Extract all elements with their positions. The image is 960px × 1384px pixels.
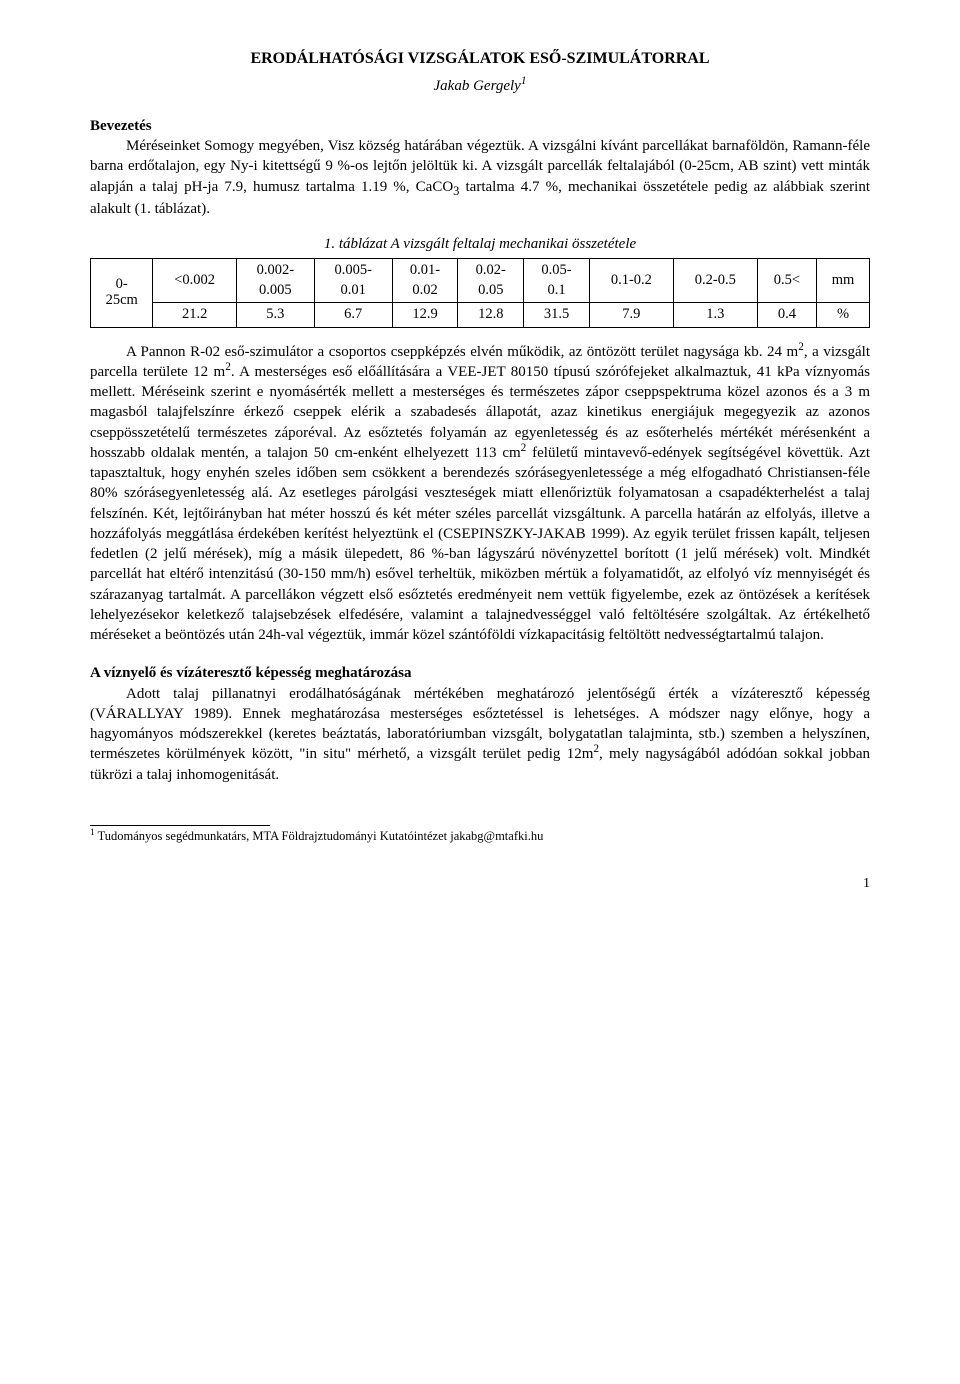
- table-header-cell: <0.002: [153, 258, 237, 302]
- table-row: 21.2 5.3 6.7 12.9 12.8 31.5 7.9 1.3 0.4 …: [91, 303, 870, 328]
- table-cell: 5.3: [236, 303, 314, 328]
- table-cell: 21.2: [153, 303, 237, 328]
- table-header-cell: mm: [817, 258, 870, 302]
- table-caption: 1. táblázat A vizsgált feltalaj mechanik…: [90, 234, 870, 254]
- table-header-cell: 0.002-0.005: [236, 258, 314, 302]
- table-cell: 12.9: [392, 303, 458, 328]
- table-header-cell: 0.5<: [757, 258, 816, 302]
- table-cell: 12.8: [458, 303, 524, 328]
- composition-table: 0-25cm <0.002 0.002-0.005 0.005-0.01 0.0…: [90, 258, 870, 328]
- table-header-row: 0-25cm <0.002 0.002-0.005 0.005-0.01 0.0…: [91, 258, 870, 302]
- footnote-text: 1 Tudományos segédmunkatárs, MTA Földraj…: [90, 828, 870, 845]
- table-header-cell: 0.01-0.02: [392, 258, 458, 302]
- intro-paragraph: Méréseinket Somogy megyében, Visz község…: [90, 136, 870, 220]
- table-cell: 31.5: [524, 303, 590, 328]
- table-header-cell: 0.2-0.5: [673, 258, 757, 302]
- footnote-separator: [90, 825, 270, 826]
- page-number: 1: [90, 875, 870, 894]
- author-line: Jakab Gergely1: [90, 76, 870, 96]
- table-header-cell: 0.05-0.1: [524, 258, 590, 302]
- section-heading-intro: Bevezetés: [90, 116, 870, 136]
- row-label: 0-25cm: [91, 258, 153, 327]
- table-cell: 0.4: [757, 303, 816, 328]
- section-heading-2: A víznyelő és vízáteresztő képesség megh…: [90, 663, 870, 683]
- table-cell: %: [817, 303, 870, 328]
- body-paragraph-1: A Pannon R-02 eső-szimulátor a csoportos…: [90, 342, 870, 646]
- page-title: ERODÁLHATÓSÁGI VIZSGÁLATOK ESŐ-SZIMULÁTO…: [90, 48, 870, 70]
- table-header-cell: 0.005-0.01: [314, 258, 392, 302]
- table-header-cell: 0.1-0.2: [589, 258, 673, 302]
- table-cell: 1.3: [673, 303, 757, 328]
- table-header-cell: 0.02-0.05: [458, 258, 524, 302]
- table-cell: 7.9: [589, 303, 673, 328]
- body-paragraph-2: Adott talaj pillanatnyi erodálhatóságána…: [90, 684, 870, 785]
- table-cell: 6.7: [314, 303, 392, 328]
